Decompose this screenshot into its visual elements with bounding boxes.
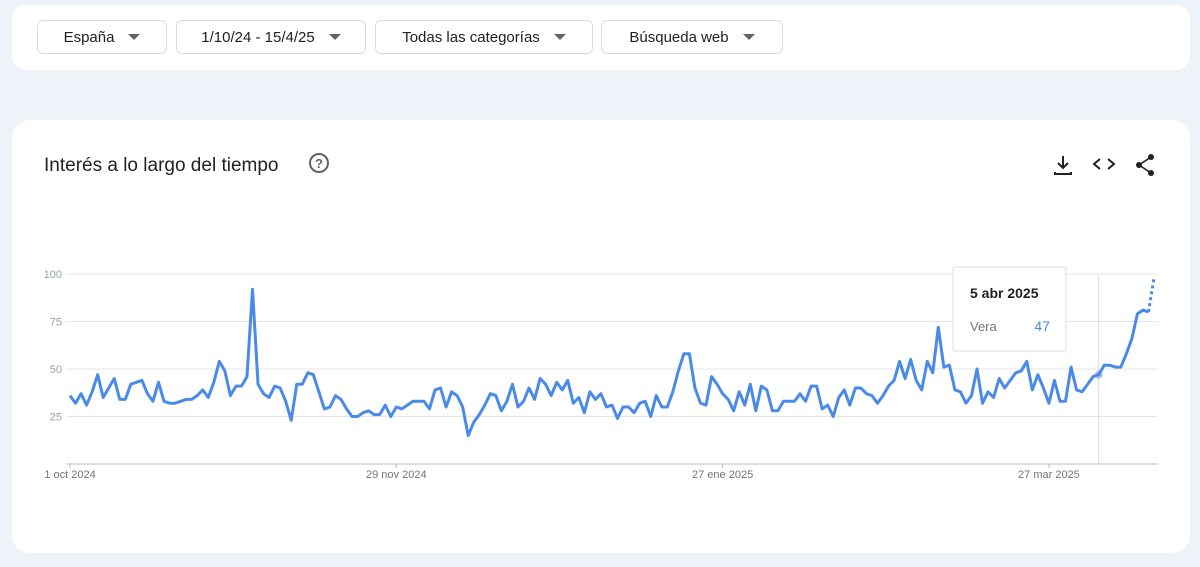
embed-icon[interactable] xyxy=(1092,158,1116,170)
tooltip-box xyxy=(952,266,1067,352)
y-tick-label: 75 xyxy=(50,317,62,329)
tooltip-value: 47 xyxy=(1034,318,1050,334)
filter-label: Búsqueda web xyxy=(629,28,729,46)
y-tick-label: 100 xyxy=(44,269,62,281)
filter-button[interactable]: Todas las categorías xyxy=(375,20,593,54)
filter-button[interactable]: Búsqueda web xyxy=(601,20,783,54)
x-tick-label: 29 nov 2024 xyxy=(366,469,427,481)
filter-label: España xyxy=(63,28,115,46)
x-tick-label: 27 ene 2025 xyxy=(692,469,753,481)
filter-label: 1/10/24 - 15/4/25 xyxy=(201,28,315,46)
svg-text:?: ? xyxy=(315,156,323,171)
x-tick-label: 1 oct 2024 xyxy=(44,469,95,481)
filter-button[interactable]: 1/10/24 - 15/4/25 xyxy=(176,20,366,54)
share-icon[interactable] xyxy=(1136,154,1154,176)
dropdown-arrow xyxy=(128,34,141,40)
chart-card: Interés a lo largo del tiempo ? 25 50 75 10… xyxy=(12,120,1190,553)
tooltip: 5 abr 2025 Vera 47 xyxy=(952,266,1067,352)
dropdown-arrow xyxy=(553,34,566,40)
x-tick-label: 27 mar 2025 xyxy=(1018,469,1080,481)
chart-title: Interés a lo largo del tiempo xyxy=(44,155,278,176)
tooltip-date: 5 abr 2025 xyxy=(970,285,1039,301)
tooltip-series: Vera xyxy=(970,319,998,334)
download-icon[interactable] xyxy=(1054,156,1072,175)
help-icon[interactable]: ? xyxy=(309,153,329,173)
filter-label: Todas las categorías xyxy=(402,28,540,46)
dropdown-arrow xyxy=(328,34,341,40)
y-tick-label: 25 xyxy=(50,412,62,424)
y-tick-label: 50 xyxy=(50,364,62,376)
dropdown-arrow xyxy=(742,34,755,40)
filter-bar: España 1/10/24 - 15/4/25 Todas las categ… xyxy=(12,5,1190,70)
partial-line xyxy=(1146,277,1156,313)
hover-point xyxy=(1094,370,1103,379)
trend-line xyxy=(68,287,1149,437)
chart: Interés a lo largo del tiempo ? 25 50 75 10… xyxy=(44,153,1158,481)
filter-button[interactable]: España xyxy=(37,20,167,54)
